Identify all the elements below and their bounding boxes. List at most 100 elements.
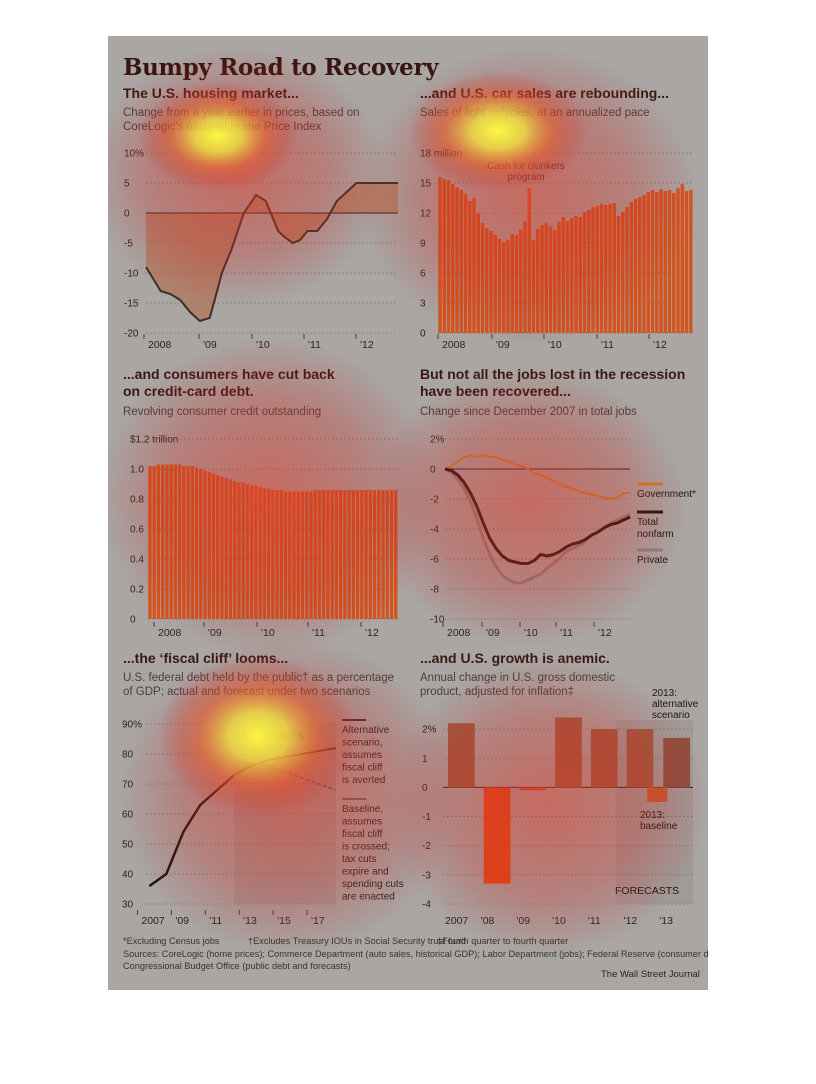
y-tick-label: -4 xyxy=(430,525,439,536)
x-tick-label: '12 xyxy=(653,339,667,351)
credit-subtitle: Revolving consumer credit outstanding xyxy=(123,406,322,418)
credit-bar xyxy=(161,464,165,619)
car-sales-bar xyxy=(680,184,684,333)
car-sales-bar xyxy=(468,201,472,333)
credit-bar xyxy=(241,482,245,619)
credit-bar xyxy=(211,473,216,619)
x-tick-label: '11 xyxy=(560,627,573,639)
y-tick-label: 80 xyxy=(122,750,134,761)
credit-bar xyxy=(169,464,173,619)
alternative-scenario-label: fiscal cliff xyxy=(342,763,383,774)
gdp-bar xyxy=(555,717,582,788)
credit-bar xyxy=(182,466,186,619)
car-sales-bar xyxy=(493,235,497,333)
car-sales-bar xyxy=(663,191,667,333)
credit-bar xyxy=(305,491,309,619)
y-tick-label: 9 xyxy=(420,239,426,250)
car-sales-bar xyxy=(629,202,633,333)
housing-chart: 10% 5 0 -5 -10 -15 -20 2008 '09 '10 '11 '12 xyxy=(124,149,398,351)
credit-bar xyxy=(233,481,237,619)
car-sales-bar xyxy=(570,218,574,333)
x-tick-label: 2008 xyxy=(158,627,182,639)
y-tick-label: 0 xyxy=(130,615,136,626)
baseline-scenario-label: Baseline, xyxy=(342,804,383,815)
debt-subtitle-1: U.S. federal debt held by the public† as… xyxy=(123,672,395,684)
sources-line-1: Sources: CoreLogic (home prices); Commer… xyxy=(123,949,708,959)
car-sales-bar xyxy=(659,189,663,333)
y-tick-label: 0 xyxy=(422,783,428,794)
car-sales-bar xyxy=(604,205,608,333)
credit-bar xyxy=(156,464,161,619)
car-sales-bar xyxy=(480,223,485,333)
y-tick-label: 0 xyxy=(124,209,130,220)
alternative-annotation: alternative xyxy=(652,699,699,710)
main-title: Bumpy Road to Recovery xyxy=(123,54,439,81)
housing-subtitle-1: Change from a year earlier in prices, ba… xyxy=(123,107,360,119)
forecasts-label: FORECASTS xyxy=(615,885,679,897)
government-legend-label: Government* xyxy=(637,489,696,500)
alternative-scenario-label: assumes xyxy=(342,750,382,761)
credit-bar xyxy=(360,490,364,619)
car-sales-bar xyxy=(633,199,638,333)
x-tick-label: '08 xyxy=(481,915,495,927)
credit-bar xyxy=(368,490,372,619)
credit-bar xyxy=(326,490,330,619)
total-nonfarm-line xyxy=(444,467,631,565)
y-tick-label: 90% xyxy=(122,720,142,731)
housing-title: The U.S. housing market... xyxy=(123,85,299,101)
y-tick-label: -5 xyxy=(124,239,133,250)
credit-bar xyxy=(372,490,377,619)
gdp-alternative-2013-bar xyxy=(663,737,690,788)
footnote-census: *Excluding Census jobs xyxy=(123,936,220,946)
credit-title-2: on credit-card debt. xyxy=(123,383,254,399)
baseline-scenario-label: tax cuts xyxy=(342,854,376,865)
publication-credit: The Wall Street Journal xyxy=(601,969,700,980)
housing-area xyxy=(146,183,398,321)
car-sales-chart: 18 million 15 12 9 6 3 0 Cash for clunkersprogr… xyxy=(420,149,693,351)
total-nonfarm-legend-label: nonfarm xyxy=(637,529,674,540)
footnote-quarter: ‡Fourth quarter to fourth quarter xyxy=(437,936,569,946)
car-sales-bar xyxy=(689,190,693,333)
x-tick-label: '12 xyxy=(598,627,612,639)
jobs-title-2: have been recovered... xyxy=(420,383,571,399)
car-sales-bar xyxy=(476,213,480,333)
credit-bar xyxy=(309,491,313,619)
credit-bar xyxy=(249,485,254,619)
car-sales-bar xyxy=(650,190,655,333)
total-nonfarm-legend-label: Total xyxy=(637,517,658,528)
baseline-scenario-label: expire and xyxy=(342,867,389,878)
gdp-bar xyxy=(590,729,618,788)
credit-bar xyxy=(245,484,250,619)
y-tick-label: -15 xyxy=(124,299,139,310)
y-tick-label: 1 xyxy=(422,754,428,765)
y-tick-label: 0.8 xyxy=(130,495,144,506)
car-sales-bar xyxy=(548,226,553,333)
credit-bar xyxy=(347,490,351,619)
credit-bar xyxy=(385,490,389,619)
car-sales-bar xyxy=(612,203,616,333)
car-sales-bar xyxy=(646,192,650,333)
y-tick-label: 0.4 xyxy=(130,555,144,566)
car-sales-bar xyxy=(459,190,463,333)
credit-bar xyxy=(203,470,207,619)
credit-bar xyxy=(283,491,288,619)
car-sales-bar xyxy=(599,204,604,333)
car-sales-bar xyxy=(506,240,510,333)
car-sales-bar xyxy=(485,228,489,333)
baseline-annotation: 2013: xyxy=(640,810,665,821)
credit-bar xyxy=(334,490,339,619)
car-sales-bar xyxy=(667,190,672,333)
debt-subtitle-2: of GDP; actual and forecast under two sc… xyxy=(123,686,371,698)
credit-bar xyxy=(148,466,152,619)
x-tick-label: '12 xyxy=(365,627,379,639)
credit-bar xyxy=(266,488,271,619)
x-tick-label: '12 xyxy=(360,339,374,351)
credit-bar xyxy=(377,490,381,619)
y-tick-label: 0 xyxy=(430,465,436,476)
credit-bar xyxy=(300,491,305,619)
car-sales-bar xyxy=(676,188,680,333)
car-sales-bar xyxy=(655,192,659,333)
x-tick-label: 2007 xyxy=(141,915,165,927)
x-tick-label: '10 xyxy=(548,339,562,351)
credit-bar xyxy=(351,490,356,619)
